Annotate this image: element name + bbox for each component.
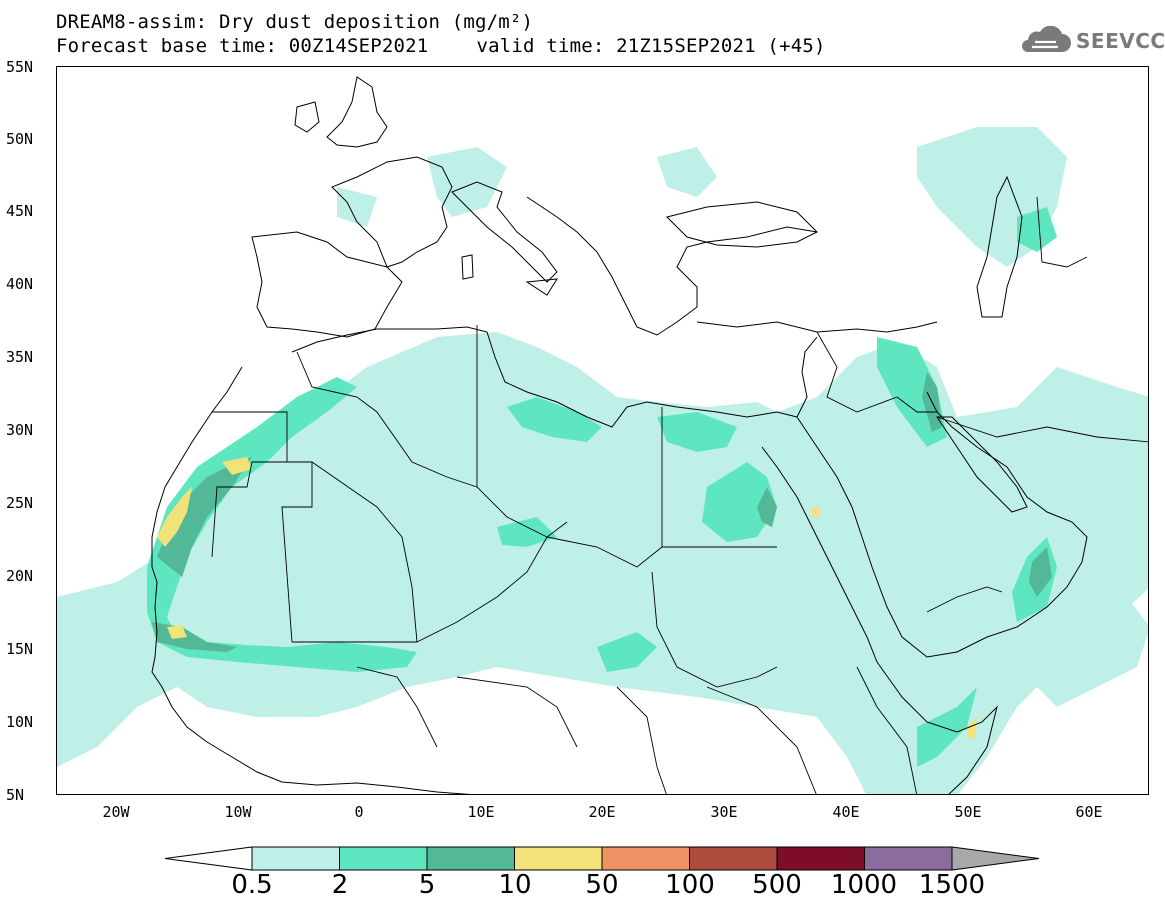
dust-area-peak xyxy=(167,625,187,639)
lon-label: 50E xyxy=(954,803,982,821)
dust-area-mid xyxy=(702,462,777,542)
dust-area-low xyxy=(427,147,507,217)
lat-label: 5N xyxy=(6,786,25,804)
dust-area-peak xyxy=(967,717,977,739)
dust-map xyxy=(57,76,1148,794)
dust-area-mid xyxy=(597,632,657,672)
colorbar-box xyxy=(601,846,690,871)
lon-label: 30E xyxy=(710,803,738,821)
dust-area-mid xyxy=(497,517,557,547)
lat-label: 20N xyxy=(6,567,34,585)
lat-label: 35N xyxy=(6,348,34,366)
colorbar-label: 1000 xyxy=(830,870,898,900)
lon-label: 60E xyxy=(1075,803,1103,821)
lat-label: 40N xyxy=(6,275,34,293)
lon-label: 40E xyxy=(832,803,860,821)
colorbar-label: 0.5 xyxy=(231,870,273,900)
dust-area-peak xyxy=(812,507,819,517)
lon-label: 20W xyxy=(102,803,130,821)
dust-area-mid xyxy=(1017,207,1057,252)
dust-area-mid xyxy=(657,412,737,452)
colorbar-over-triangle xyxy=(951,846,1040,871)
colorbar-label: 50 xyxy=(585,870,619,900)
dust-area-low xyxy=(337,187,377,227)
valid-time: valid time: 21Z15SEP2021 (+45) xyxy=(476,35,826,57)
lon-label: 0 xyxy=(354,803,364,821)
dust-area-low xyxy=(57,332,1148,794)
lon-label: 10E xyxy=(467,803,495,821)
colorbar xyxy=(164,846,1040,871)
logo-text: SEEVCCC xyxy=(1076,29,1165,53)
colorbar-label: 5 xyxy=(418,870,436,900)
colorbar-label: 2 xyxy=(331,870,349,900)
colorbar-box xyxy=(776,846,865,871)
dust-area-high xyxy=(757,487,777,527)
dust-area-low xyxy=(1037,587,1148,707)
lat-label: 15N xyxy=(6,640,34,658)
colorbar-box xyxy=(864,846,953,871)
lat-label: 55N xyxy=(6,58,34,76)
colorbar-box xyxy=(251,846,340,871)
dust-area-peak xyxy=(157,487,192,547)
lon-label: 10W xyxy=(224,803,252,821)
country-borders xyxy=(211,196,1148,794)
seevccc-logo: SEEVCCC xyxy=(1018,24,1165,58)
colorbar-box xyxy=(339,846,428,871)
dust-area-high xyxy=(1029,547,1052,597)
forecast-times: Forecast base time: 00Z14SEP2021 valid ti… xyxy=(56,36,826,56)
coastlines xyxy=(151,76,1088,794)
map-panel xyxy=(56,66,1149,795)
lat-label: 50N xyxy=(6,130,34,148)
colorbar-label: 1500 xyxy=(918,870,986,900)
cloud-icon xyxy=(1022,26,1071,52)
dust-area-peak xyxy=(222,457,252,475)
colorbar-box xyxy=(689,846,778,871)
base-time: Forecast base time: 00Z14SEP2021 xyxy=(56,35,429,57)
lat-label: 10N xyxy=(6,713,34,731)
map-title: DREAM8-assim: Dry dust deposition (mg/m²… xyxy=(56,11,534,33)
dust-area-mid xyxy=(507,397,602,442)
colorbar-under-triangle xyxy=(164,846,253,871)
dust-deposition-field xyxy=(57,127,1148,794)
colorbar-label: 10 xyxy=(498,870,532,900)
colorbar-box xyxy=(514,846,603,871)
lat-label: 30N xyxy=(6,421,34,439)
dust-area-mid xyxy=(917,687,977,767)
colorbar-box xyxy=(426,846,515,871)
colorbar-label: 100 xyxy=(665,870,715,900)
lon-label: 20E xyxy=(588,803,616,821)
dust-area-low xyxy=(657,147,717,197)
colorbar-label: 500 xyxy=(752,870,802,900)
lat-label: 25N xyxy=(6,494,34,512)
lat-label: 45N xyxy=(6,202,34,220)
